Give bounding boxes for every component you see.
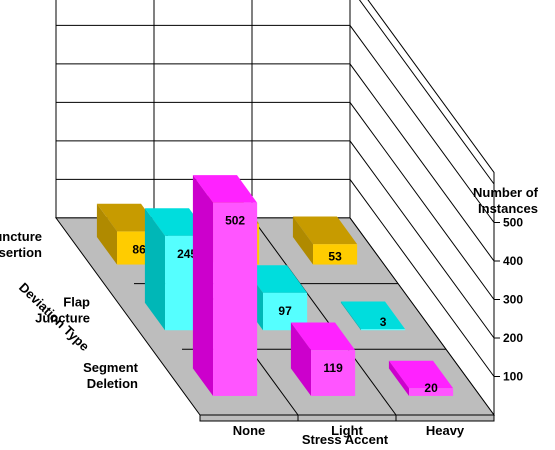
z-tick-label: 500 [503, 216, 523, 230]
series-label: Deletion [87, 376, 138, 391]
gridline [56, 0, 494, 184]
bar-side [193, 175, 213, 396]
series-label: Juncture [0, 229, 42, 244]
series-label: Segment [83, 360, 139, 375]
z-tick-label: 300 [503, 293, 523, 307]
series-label: Flap [63, 294, 90, 309]
bar-value-label: 86 [132, 242, 146, 256]
z-axis-title-line1: Number of [473, 185, 539, 200]
bar-value-label: 53 [328, 250, 342, 264]
z-axis-title-line2: Instances [478, 201, 538, 216]
bar-value-label: 3 [380, 315, 387, 329]
z-tick-label: 200 [503, 331, 523, 345]
series-label: Insertion [0, 245, 42, 260]
bar-value-label: 502 [225, 214, 245, 228]
z-tick-label: 100 [503, 370, 523, 384]
x-tick-label: None [233, 423, 266, 438]
bar-value-label: 20 [424, 381, 438, 395]
bar-value-label: 119 [323, 361, 343, 375]
bar: 502 [193, 175, 257, 396]
bar-front [361, 329, 405, 330]
bar-value-label: 97 [278, 304, 292, 318]
floor-front-edge [200, 415, 494, 421]
gridline [56, 25, 494, 222]
bar-front [213, 203, 257, 396]
series-label: Juncture [35, 310, 90, 325]
x-tick-label: Heavy [426, 423, 465, 438]
z-tick-label: 400 [503, 254, 523, 268]
x-tick-label: Light [331, 423, 363, 438]
